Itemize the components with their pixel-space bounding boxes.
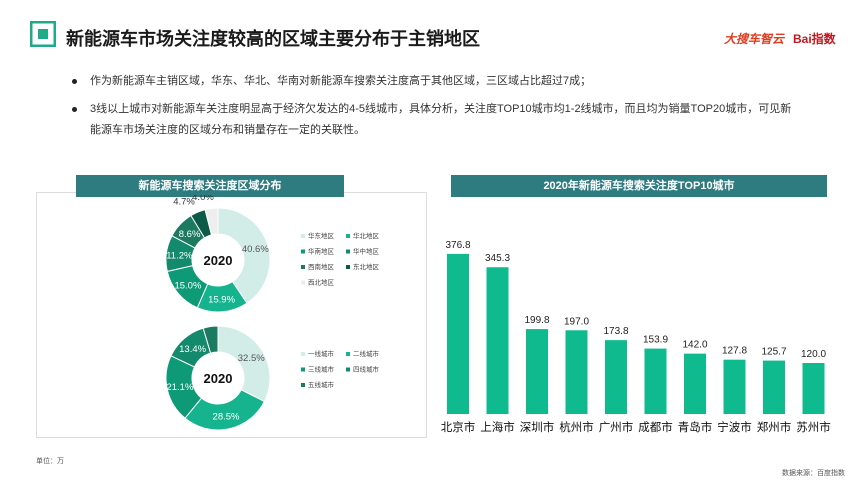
legend-label: 东北地区 <box>353 262 380 271</box>
pie-value-label: 15.9% <box>208 294 235 305</box>
legend-label: 三线城市 <box>308 365 335 374</box>
legend-swatch <box>301 352 305 356</box>
bar <box>723 359 746 414</box>
bar <box>565 330 588 414</box>
bullet-item-2: 3线以上城市对新能源车关注度明显高于经济欠发达的4-5线城市，具体分析，关注度T… <box>72 99 802 141</box>
pie-slice <box>217 325 271 403</box>
legend-label: 华东地区 <box>308 231 335 240</box>
page-title: 新能源车市场关注度较高的区域主要分布于主销地区 <box>66 29 480 49</box>
logo-icon <box>30 21 56 47</box>
pie-chart-city-tier: 32.5% 28.5% 21.1% 13.4% 4.6% 2020 一线城市 二线城市三线城市… <box>165 318 380 431</box>
source-note: 数据来源：百度指数 <box>782 470 845 477</box>
category-label: 深圳市 <box>520 420 555 434</box>
brand-dasouche-logo: 大搜车智云 <box>724 32 785 46</box>
category-label: 北京市 <box>441 420 476 434</box>
bar <box>526 329 548 414</box>
bullet-item-1: 作为新能源车主销区域，华东、华北、华南对新能源车搜索关注度高于其他区域，三区域占… <box>72 71 802 92</box>
bar <box>644 348 667 414</box>
pie-value-label: 32.5% <box>238 353 265 364</box>
bar <box>447 253 469 414</box>
bar-value-label: 125.7 <box>761 347 786 358</box>
pie-chart-region: 40.6% 15.9% 15.0% 11.2% 8.6% 4.7%4.0% 2020 华东地区… <box>165 195 380 313</box>
bar-value-label: 153.9 <box>643 335 668 346</box>
category-label: 广州市 <box>599 420 634 434</box>
legend-swatch <box>346 367 350 372</box>
pie-slice <box>184 389 266 431</box>
legend-swatch <box>346 265 350 269</box>
pie-value-label: 13.4% <box>179 344 206 355</box>
legend-label: 华中地区 <box>353 247 380 256</box>
pie-value-label: 8.6% <box>179 229 201 240</box>
bar-value-label: 142.0 <box>682 340 707 351</box>
pie-slice <box>204 207 219 236</box>
bar-value-label: 376.8 <box>445 240 470 251</box>
bullet-dot <box>72 79 77 84</box>
pie-center-label: 2020 <box>204 253 233 268</box>
pie-center-label: 2020 <box>204 371 233 386</box>
legend-swatch <box>301 249 305 254</box>
bar-value-label: 345.3 <box>485 253 510 264</box>
legend-swatch <box>346 234 350 238</box>
bullet-text: 3线以上城市对新能源车关注度明显高于经济欠发达的4-5线城市，具体分析，关注度T… <box>90 103 792 136</box>
brand-baidu-index-logo: Bai指数 <box>793 32 836 46</box>
bar-value-label: 197.0 <box>564 316 589 327</box>
bar <box>763 360 785 414</box>
pie-value-label: 4.7% <box>173 197 195 208</box>
legend-swatch <box>301 234 305 238</box>
pie-slice <box>217 207 271 304</box>
pie-value-label: 28.5% <box>213 412 240 423</box>
pie-value-label: 40.6% <box>242 244 269 255</box>
category-label: 郑州市 <box>757 420 792 434</box>
legend-swatch <box>301 383 305 387</box>
bar-chart-top10: 376.8 北京市 345.3 上海市 199.8 深圳市 197.0 杭州市 173.8 广州市… <box>441 240 831 434</box>
legend-label: 一线城市 <box>308 349 335 358</box>
legend-label: 西南地区 <box>308 262 335 271</box>
bar <box>605 340 627 414</box>
left-panel-title: 新能源车搜索关注度区域分布 <box>76 175 344 197</box>
pie-value-label: 4.0% <box>192 195 214 203</box>
pie-value-label: 15.0% <box>174 280 201 291</box>
unit-note: 单位：万 <box>36 458 64 465</box>
category-label: 苏州市 <box>796 420 831 434</box>
bar-value-label: 199.8 <box>524 315 549 326</box>
category-label: 上海市 <box>480 420 515 434</box>
bullet-dot <box>72 107 77 112</box>
bar <box>684 353 706 414</box>
legend-swatch <box>301 280 305 285</box>
pie-value-label: 4.6% <box>191 318 213 321</box>
legend-label: 五线城市 <box>308 380 335 389</box>
legend-label: 华南地区 <box>308 247 335 256</box>
category-label: 宁波市 <box>717 420 752 434</box>
bar-value-label: 173.8 <box>603 326 628 337</box>
right-panel-title: 2020年新能源车搜索关注度TOP10城市 <box>451 175 827 197</box>
bullet-text: 作为新能源车主销区域，华东、华北、华南对新能源车搜索关注度高于其他区域，三区域占… <box>90 75 592 87</box>
legend-label: 四线城市 <box>353 365 380 374</box>
legend-label: 华北地区 <box>353 231 380 240</box>
bar <box>802 363 825 414</box>
legend-swatch <box>301 265 305 269</box>
bar-value-label: 120.0 <box>801 349 826 360</box>
legend-swatch <box>301 367 305 372</box>
legend-swatch <box>346 249 350 254</box>
bar <box>486 267 509 414</box>
legend-label: 二线城市 <box>353 349 380 358</box>
pie-value-label: 21.1% <box>166 382 193 393</box>
pie-value-label: 11.2% <box>166 250 193 261</box>
legend-label: 西北地区 <box>308 278 335 287</box>
legend-swatch <box>346 352 350 356</box>
pie-slice <box>202 325 219 354</box>
category-label: 杭州市 <box>559 420 594 434</box>
category-label: 成都市 <box>638 420 673 434</box>
bar-value-label: 127.8 <box>722 346 747 357</box>
category-label: 青岛市 <box>678 420 713 434</box>
